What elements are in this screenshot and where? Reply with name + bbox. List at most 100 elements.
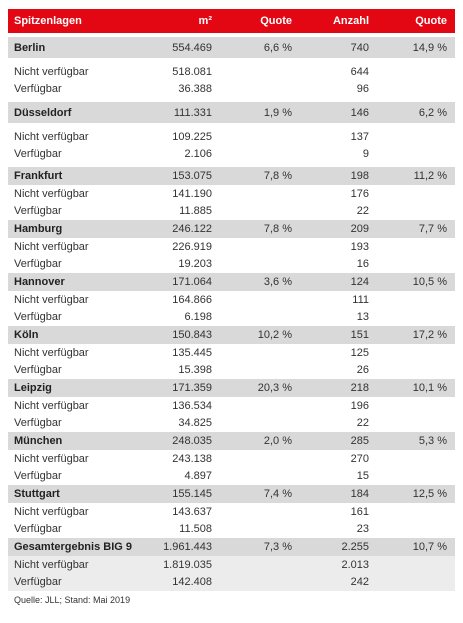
row-label: Verfügbar [14, 576, 62, 589]
cell-anzahl: 196 [350, 399, 369, 412]
group-label: Hamburg [14, 223, 63, 235]
cell-m2: 11.885 [179, 205, 212, 218]
row-label: Nicht verfügbar [14, 130, 89, 143]
cell-m2: 171.359 [172, 382, 212, 394]
cell-quote: 7,8 % [263, 170, 292, 182]
row-label: Nicht verfügbar [14, 399, 89, 412]
group-row [8, 273, 455, 291]
cell-anzahl: 285 [350, 435, 369, 447]
cell-quote: 6,6 % [263, 41, 292, 54]
cell-quote: 11,2 % [413, 170, 447, 182]
cell-anzahl: 125 [350, 346, 369, 359]
cell-anzahl: 193 [350, 240, 369, 253]
cell-m2: 1.819.035 [163, 558, 212, 571]
cell-anzahl: 2.013 [341, 558, 369, 571]
cell-m2: 226.919 [172, 240, 212, 253]
cell-m2: 19.203 [178, 258, 212, 271]
header-cell: m² [198, 15, 212, 27]
cell-anzahl: 209 [350, 223, 369, 235]
cell-m2: 2.106 [184, 147, 212, 160]
cell-anzahl: 184 [350, 488, 369, 500]
cell-m2: 142.408 [172, 576, 212, 589]
group-label: Berlin [14, 41, 46, 54]
group-row [8, 102, 455, 123]
cell-m2: 4.897 [184, 470, 212, 483]
group-label: Hannover [14, 276, 65, 288]
group-row [8, 37, 455, 58]
cell-m2: 135.445 [172, 346, 212, 359]
row-label: Nicht verfügbar [14, 240, 89, 253]
cell-quote: 7,4 % [263, 488, 292, 500]
cell-quote: 2,0 % [263, 435, 292, 447]
cell-m2: 109.225 [172, 130, 212, 143]
header-cell: Anzahl [332, 15, 369, 27]
row-label: Verfügbar [14, 470, 62, 483]
group-row [8, 167, 455, 185]
cell-m2: 34.825 [178, 417, 212, 430]
row-label: Verfügbar [14, 147, 62, 160]
row-label: Verfügbar [14, 205, 62, 218]
cell-anzahl: 161 [350, 505, 369, 518]
row-label: Nicht verfügbar [14, 558, 89, 571]
cell-m2: 155.145 [172, 488, 212, 500]
cell-m2: 143.637 [172, 505, 212, 518]
cell-anzahl: 9 [362, 147, 369, 160]
cell-quote: 10,5 % [412, 276, 447, 288]
cell-m2: 554.469 [172, 41, 212, 54]
group-row [8, 485, 455, 503]
row-label: Verfügbar [14, 523, 62, 536]
cell-quote: 5,3 % [418, 435, 447, 447]
source-note: Quelle: JLL; Stand: Mai 2019 [14, 595, 131, 605]
header-row [8, 9, 455, 33]
cell-anzahl: 26 [356, 364, 369, 377]
cell-quote: 10,1 % [412, 382, 447, 394]
cell-m2: 36.388 [178, 82, 212, 95]
cell-quote: 10,7 % [412, 541, 447, 553]
row-label: Nicht verfügbar [14, 187, 89, 200]
cell-anzahl: 242 [350, 576, 369, 589]
cell-m2: 248.035 [172, 435, 212, 447]
cell-anzahl: 198 [350, 170, 369, 182]
row-label: Nicht verfügbar [14, 293, 89, 306]
group-label: Stuttgart [14, 488, 60, 500]
cell-m2: 136.534 [172, 399, 212, 412]
group-row [8, 538, 455, 556]
cell-anzahl: 146 [350, 106, 369, 119]
cell-m2: 171.064 [172, 276, 212, 288]
cell-quote: 3,6 % [263, 276, 292, 288]
row-label: Nicht verfügbar [14, 65, 89, 78]
cell-quote: 20,3 % [257, 382, 292, 394]
cell-anzahl: 13 [356, 311, 369, 324]
cell-m2: 164.866 [172, 293, 212, 306]
cell-anzahl: 270 [350, 452, 369, 465]
cell-anzahl: 176 [350, 187, 369, 200]
cell-m2: 6.198 [184, 311, 212, 324]
cell-anzahl: 218 [350, 382, 369, 394]
group-row [8, 220, 455, 238]
cell-quote: 7,3 % [263, 541, 292, 553]
row-label: Verfügbar [14, 364, 62, 377]
group-label: Leipzig [14, 382, 52, 394]
cell-anzahl: 23 [356, 523, 369, 536]
cell-anzahl: 151 [350, 329, 369, 341]
header-cell: Quote [415, 15, 447, 27]
cell-anzahl: 15 [356, 470, 369, 483]
cell-anzahl: 124 [350, 276, 369, 288]
header-cell: Quote [260, 15, 292, 27]
group-row [8, 379, 455, 397]
cell-m2: 153.075 [172, 170, 212, 182]
cell-anzahl: 2.255 [341, 541, 369, 553]
cell-m2: 1.961.443 [163, 541, 212, 553]
cell-quote: 1,9 % [263, 106, 292, 119]
group-label: Gesamtergebnis BIG 9 [14, 541, 132, 553]
group-label: Köln [14, 329, 39, 341]
cell-anzahl: 16 [356, 258, 369, 271]
cell-anzahl: 137 [350, 130, 369, 143]
row-label: Verfügbar [14, 311, 62, 324]
cell-anzahl: 111 [352, 293, 369, 306]
cell-quote: 14,9 % [412, 41, 447, 54]
group-label: München [14, 435, 63, 447]
cell-quote: 6,2 % [418, 106, 447, 119]
group-row [8, 326, 455, 344]
group-label: Frankfurt [14, 170, 63, 182]
